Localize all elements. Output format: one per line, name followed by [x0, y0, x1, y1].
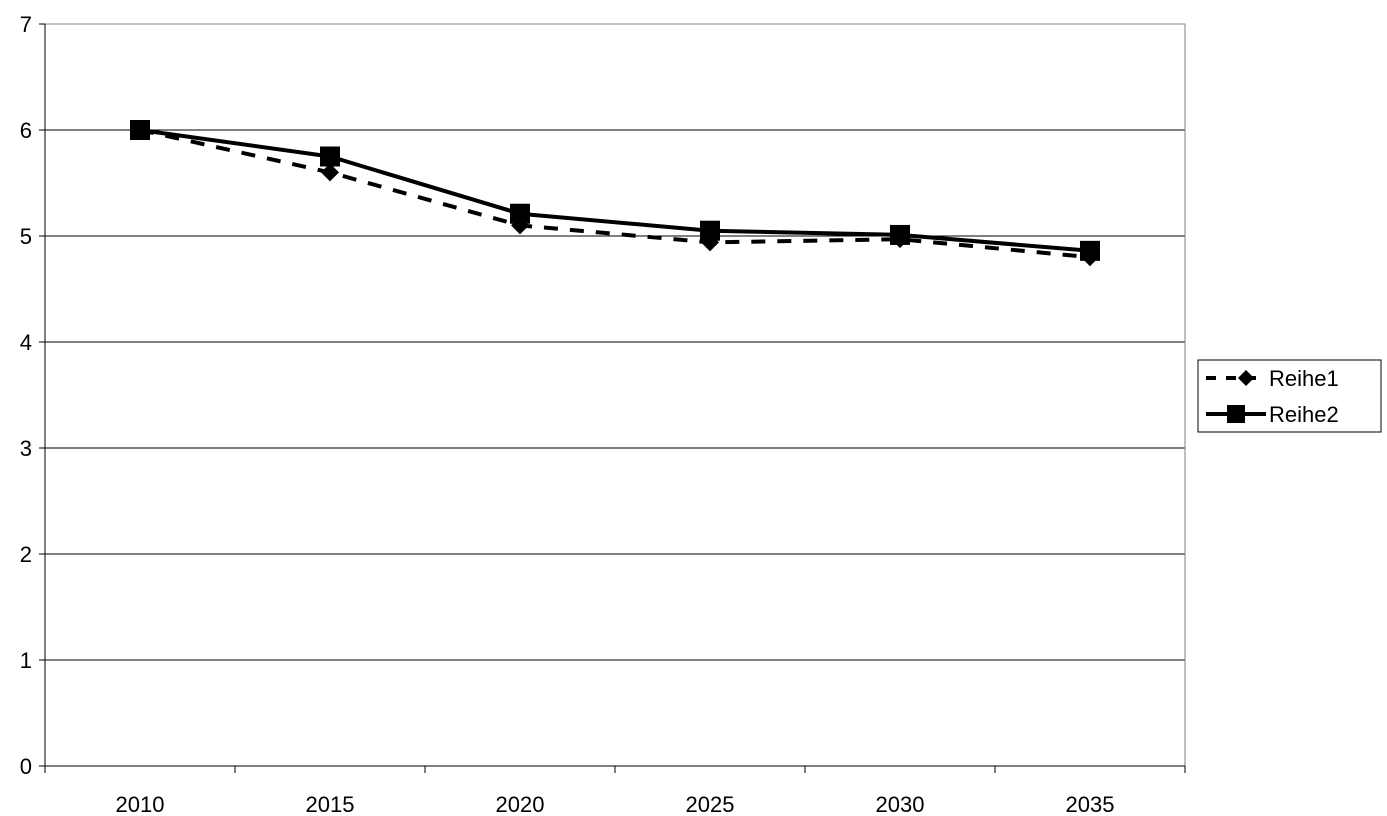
y-tick-label: 4 [20, 330, 32, 355]
x-tick-label: 2030 [876, 792, 925, 816]
x-tick-label: 2035 [1066, 792, 1115, 816]
series-line-reihe1 [139, 128, 1091, 260]
axes: 0 1 2 3 4 5 6 7 2010 2015 2020 2025 2030 2035 [20, 12, 1186, 816]
y-tick-label: 5 [20, 224, 32, 249]
series-line-reihe2 [139, 128, 1091, 253]
data-point-reihe1 [321, 163, 339, 182]
y-tick-label: 2 [20, 542, 32, 567]
legend-marker-reihe1 [1238, 370, 1254, 386]
plot-area-border [44, 23, 1186, 767]
legend: Reihe1 Reihe2 [1197, 359, 1382, 433]
legend-marker-reihe2 [1227, 405, 1245, 423]
data-point-reihe2 [700, 220, 720, 241]
y-tick-label: 6 [20, 118, 32, 143]
y-tick-label: 7 [20, 12, 32, 37]
gridlines [45, 23, 1185, 661]
legend-entry-reihe2: Reihe2 [1206, 402, 1339, 427]
data-point-reihe2 [130, 120, 150, 140]
data-point-reihe2 [1080, 240, 1100, 261]
x-tick-label: 2010 [116, 792, 165, 816]
series-lines [139, 128, 1091, 260]
y-tick-label: 1 [20, 648, 32, 673]
data-point-reihe2 [890, 224, 910, 245]
data-point-reihe2 [510, 203, 530, 224]
legend-label-reihe2: Reihe2 [1269, 402, 1339, 427]
y-tick-label: 0 [20, 754, 32, 779]
data-point-reihe2 [320, 146, 340, 167]
legend-label-reihe1: Reihe1 [1269, 366, 1339, 391]
x-tick-label: 2025 [686, 792, 735, 816]
x-tick-label: 2020 [496, 792, 545, 816]
legend-entry-reihe1: Reihe1 [1206, 366, 1339, 391]
y-tick-label: 3 [20, 436, 32, 461]
x-tick-label: 2015 [306, 792, 355, 816]
series-markers [130, 120, 1100, 267]
